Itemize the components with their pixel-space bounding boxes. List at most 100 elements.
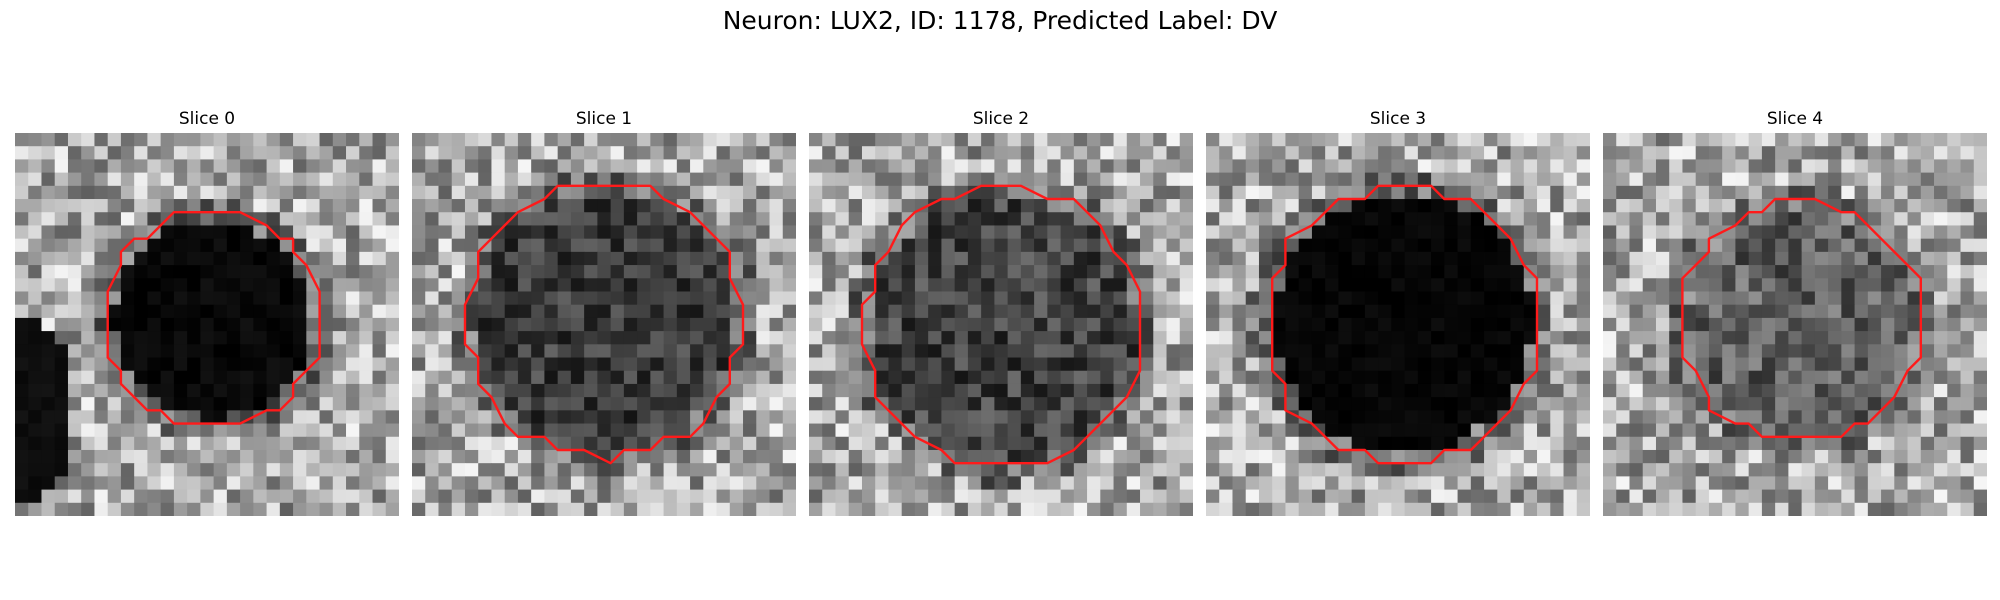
image-pixel bbox=[1364, 199, 1379, 213]
image-pixel bbox=[1867, 278, 1882, 292]
image-pixel bbox=[1722, 238, 1736, 253]
image-pixel bbox=[1087, 476, 1101, 490]
image-pixel bbox=[1722, 291, 1736, 306]
image-pixel bbox=[1126, 265, 1141, 279]
image-pixel bbox=[1007, 423, 1022, 438]
image-pixel bbox=[597, 489, 612, 504]
image-pixel bbox=[1113, 265, 1128, 279]
image-pixel bbox=[1708, 172, 1723, 187]
image-pixel bbox=[637, 357, 651, 372]
image-pixel bbox=[1166, 344, 1181, 358]
image-pixel bbox=[1245, 331, 1260, 345]
image-pixel bbox=[107, 159, 122, 174]
image-pixel bbox=[610, 436, 625, 451]
image-pixel bbox=[650, 423, 664, 438]
image-pixel bbox=[1881, 199, 1895, 213]
image-pixel bbox=[928, 304, 942, 319]
image-pixel bbox=[1364, 172, 1379, 187]
image-pixel bbox=[1484, 146, 1498, 160]
image-pixel bbox=[822, 449, 836, 464]
image-pixel bbox=[107, 463, 122, 477]
image-pixel bbox=[1722, 357, 1736, 372]
image-pixel bbox=[1007, 172, 1022, 187]
image-pixel bbox=[756, 265, 770, 279]
image-pixel bbox=[1100, 159, 1114, 174]
slice-image-3 bbox=[1206, 133, 1590, 516]
image-pixel bbox=[372, 489, 387, 504]
image-pixel bbox=[1537, 370, 1551, 385]
image-pixel bbox=[1881, 383, 1895, 398]
image-pixel bbox=[1100, 383, 1114, 398]
image-pixel bbox=[120, 199, 135, 213]
image-pixel bbox=[1364, 397, 1379, 411]
image-pixel bbox=[1219, 159, 1233, 174]
image-pixel bbox=[451, 251, 466, 266]
image-pixel bbox=[1272, 489, 1286, 504]
image-pixel bbox=[372, 370, 387, 385]
image-pixel bbox=[1550, 225, 1564, 240]
image-pixel bbox=[967, 159, 982, 174]
image-pixel bbox=[676, 238, 691, 253]
image-pixel bbox=[1934, 304, 1948, 319]
image-pixel bbox=[1669, 317, 1683, 332]
image-pixel bbox=[464, 159, 479, 174]
image-pixel bbox=[888, 397, 903, 411]
image-pixel bbox=[782, 317, 796, 332]
image-pixel bbox=[584, 199, 598, 213]
image-pixel bbox=[1947, 238, 1961, 253]
image-pixel bbox=[1894, 423, 1908, 438]
image-pixel bbox=[67, 212, 82, 226]
image-pixel bbox=[226, 251, 241, 266]
image-pixel bbox=[901, 172, 916, 187]
image-pixel bbox=[1325, 278, 1339, 292]
image-pixel bbox=[1060, 212, 1075, 226]
image-pixel bbox=[160, 502, 175, 516]
image-pixel bbox=[743, 265, 757, 279]
image-pixel bbox=[1047, 397, 1061, 411]
image-pixel bbox=[1629, 185, 1644, 200]
image-pixel bbox=[822, 225, 836, 240]
image-pixel bbox=[54, 397, 69, 411]
image-pixel bbox=[1140, 357, 1154, 372]
image-pixel bbox=[478, 489, 492, 504]
image-pixel bbox=[1378, 357, 1392, 372]
image-pixel bbox=[1391, 397, 1406, 411]
image-pixel bbox=[1934, 410, 1948, 424]
image-pixel bbox=[293, 238, 307, 253]
image-pixel bbox=[1431, 199, 1445, 213]
image-pixel bbox=[703, 238, 717, 253]
image-pixel bbox=[1497, 159, 1511, 174]
image-pixel bbox=[914, 502, 929, 516]
image-pixel bbox=[1537, 383, 1551, 398]
image-pixel bbox=[888, 133, 903, 147]
image-pixel bbox=[610, 383, 625, 398]
image-pixel bbox=[610, 225, 625, 240]
image-pixel bbox=[464, 370, 479, 385]
image-pixel bbox=[809, 185, 823, 200]
image-pixel bbox=[438, 291, 453, 306]
image-pixel bbox=[1417, 331, 1432, 345]
image-pixel bbox=[756, 185, 770, 200]
image-pixel bbox=[147, 251, 162, 266]
image-pixel bbox=[835, 212, 850, 226]
image-pixel bbox=[1404, 304, 1419, 319]
image-pixel bbox=[914, 397, 929, 411]
image-pixel bbox=[1881, 410, 1895, 424]
image-pixel bbox=[425, 331, 439, 345]
image-pixel bbox=[676, 502, 691, 516]
image-pixel bbox=[15, 436, 29, 451]
image-pixel bbox=[1034, 423, 1048, 438]
image-pixel bbox=[967, 331, 982, 345]
image-pixel bbox=[1867, 489, 1882, 504]
image-pixel bbox=[1947, 185, 1961, 200]
image-pixel bbox=[967, 199, 982, 213]
image-pixel bbox=[1338, 133, 1353, 147]
image-pixel bbox=[1960, 133, 1975, 147]
image-pixel bbox=[1655, 410, 1670, 424]
image-pixel bbox=[491, 370, 506, 385]
image-pixel bbox=[107, 185, 122, 200]
image-pixel bbox=[650, 304, 664, 319]
image-pixel bbox=[1920, 344, 1935, 358]
image-pixel bbox=[293, 331, 307, 345]
image-pixel bbox=[1642, 410, 1657, 424]
